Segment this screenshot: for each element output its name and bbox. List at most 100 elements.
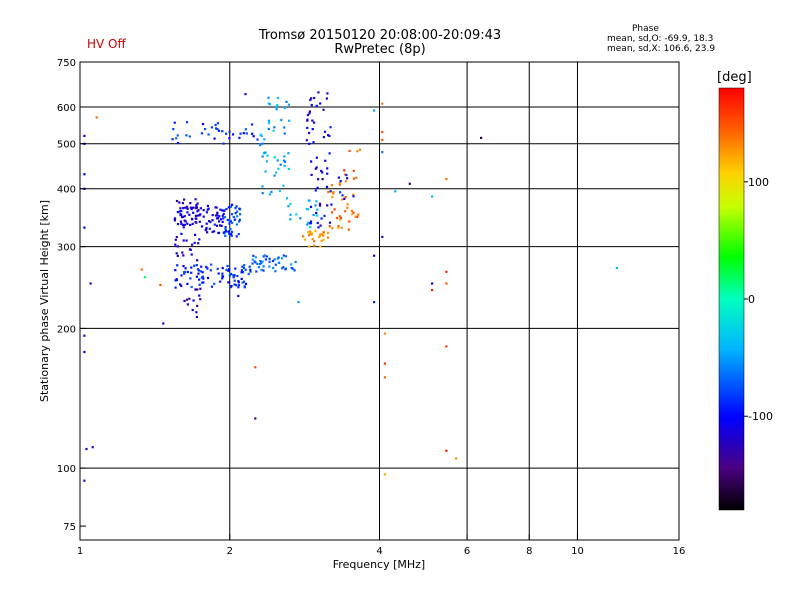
- data-point: [183, 272, 186, 275]
- data-point: [254, 417, 257, 420]
- data-point: [237, 284, 241, 287]
- y-tick-label: 100: [57, 464, 76, 475]
- data-point: [322, 238, 325, 241]
- data-point: [196, 304, 199, 307]
- data-point: [310, 97, 313, 100]
- data-point: [283, 106, 286, 110]
- data-point: [308, 112, 311, 115]
- data-point: [242, 266, 245, 270]
- data-point: [188, 135, 191, 138]
- data-point: [254, 256, 257, 259]
- data-point: [339, 218, 342, 221]
- data-point: [309, 230, 312, 233]
- data-point: [284, 267, 287, 270]
- data-point: [267, 119, 270, 122]
- data-point: [265, 255, 269, 258]
- data-point: [326, 92, 329, 95]
- data-point: [200, 225, 204, 228]
- data-point: [267, 96, 270, 99]
- data-point: [273, 126, 276, 129]
- data-point: [176, 211, 179, 214]
- data-point: [445, 449, 448, 452]
- data-point: [305, 207, 308, 211]
- data-point: [179, 283, 182, 286]
- data-point: [182, 215, 185, 218]
- data-point: [190, 207, 193, 210]
- data-point: [225, 268, 228, 271]
- data-point: [198, 220, 201, 223]
- data-point: [322, 136, 325, 139]
- data-point: [192, 299, 195, 302]
- data-point: [455, 457, 458, 460]
- data-point: [229, 205, 233, 208]
- data-point: [326, 167, 329, 170]
- data-point: [256, 138, 259, 141]
- data-point: [216, 128, 219, 131]
- data-point: [243, 285, 246, 288]
- data-point: [251, 258, 254, 261]
- data-point: [255, 270, 258, 273]
- data-point: [320, 217, 323, 220]
- data-point: [202, 215, 205, 218]
- data-point: [268, 260, 271, 263]
- data-point: [224, 227, 227, 231]
- data-point: [189, 248, 192, 251]
- data-point: [176, 254, 179, 257]
- data-point: [223, 216, 226, 219]
- data-point: [183, 219, 186, 222]
- data-point: [199, 298, 202, 301]
- data-point: [194, 214, 197, 217]
- y-axis-ticks: 75 100 200 300 400 500 600 750: [57, 58, 86, 533]
- data-point: [190, 266, 193, 269]
- data-point: [175, 252, 178, 255]
- data-point: [350, 209, 353, 212]
- data-point: [185, 239, 188, 242]
- data-point: [85, 447, 88, 451]
- data-point: [181, 202, 184, 205]
- data-point: [312, 213, 315, 217]
- data-point: [174, 269, 177, 272]
- data-point: [431, 289, 434, 292]
- data-point: [195, 221, 198, 224]
- data-point: [383, 332, 386, 335]
- data-point: [261, 260, 264, 263]
- data-point: [290, 267, 293, 270]
- data-point: [239, 132, 242, 135]
- data-point: [232, 274, 235, 277]
- data-point: [347, 228, 350, 231]
- y-tick-label: 400: [57, 185, 76, 196]
- data-point: [179, 213, 182, 216]
- data-point: [201, 271, 204, 274]
- data-point: [381, 151, 384, 154]
- data-point: [282, 184, 285, 187]
- data-point: [190, 285, 193, 289]
- data-point: [286, 197, 289, 200]
- data-point: [180, 274, 183, 277]
- data-point: [213, 137, 216, 140]
- data-point: [337, 176, 340, 179]
- data-point: [311, 237, 314, 241]
- data-point: [186, 205, 189, 208]
- data-point: [340, 226, 343, 229]
- data-point: [320, 169, 323, 172]
- chart-subtitle: RwPretec (8p): [334, 42, 426, 57]
- data-point: [194, 207, 197, 210]
- data-point: [270, 190, 273, 194]
- data-point: [178, 201, 181, 204]
- data-point: [287, 205, 290, 208]
- data-point: [268, 103, 271, 106]
- data-point: [431, 282, 434, 285]
- data-point: [175, 279, 178, 282]
- data-point: [218, 215, 221, 218]
- data-point: [273, 258, 276, 261]
- data-point: [204, 128, 207, 131]
- data-point: [217, 272, 220, 275]
- x-tick-label: 10: [571, 546, 584, 557]
- data-point: [228, 222, 231, 225]
- data-point: [280, 257, 284, 260]
- data-point: [232, 276, 235, 279]
- data-point: [309, 220, 313, 223]
- data-point: [310, 104, 313, 107]
- data-point: [235, 235, 238, 238]
- data-point: [200, 265, 203, 268]
